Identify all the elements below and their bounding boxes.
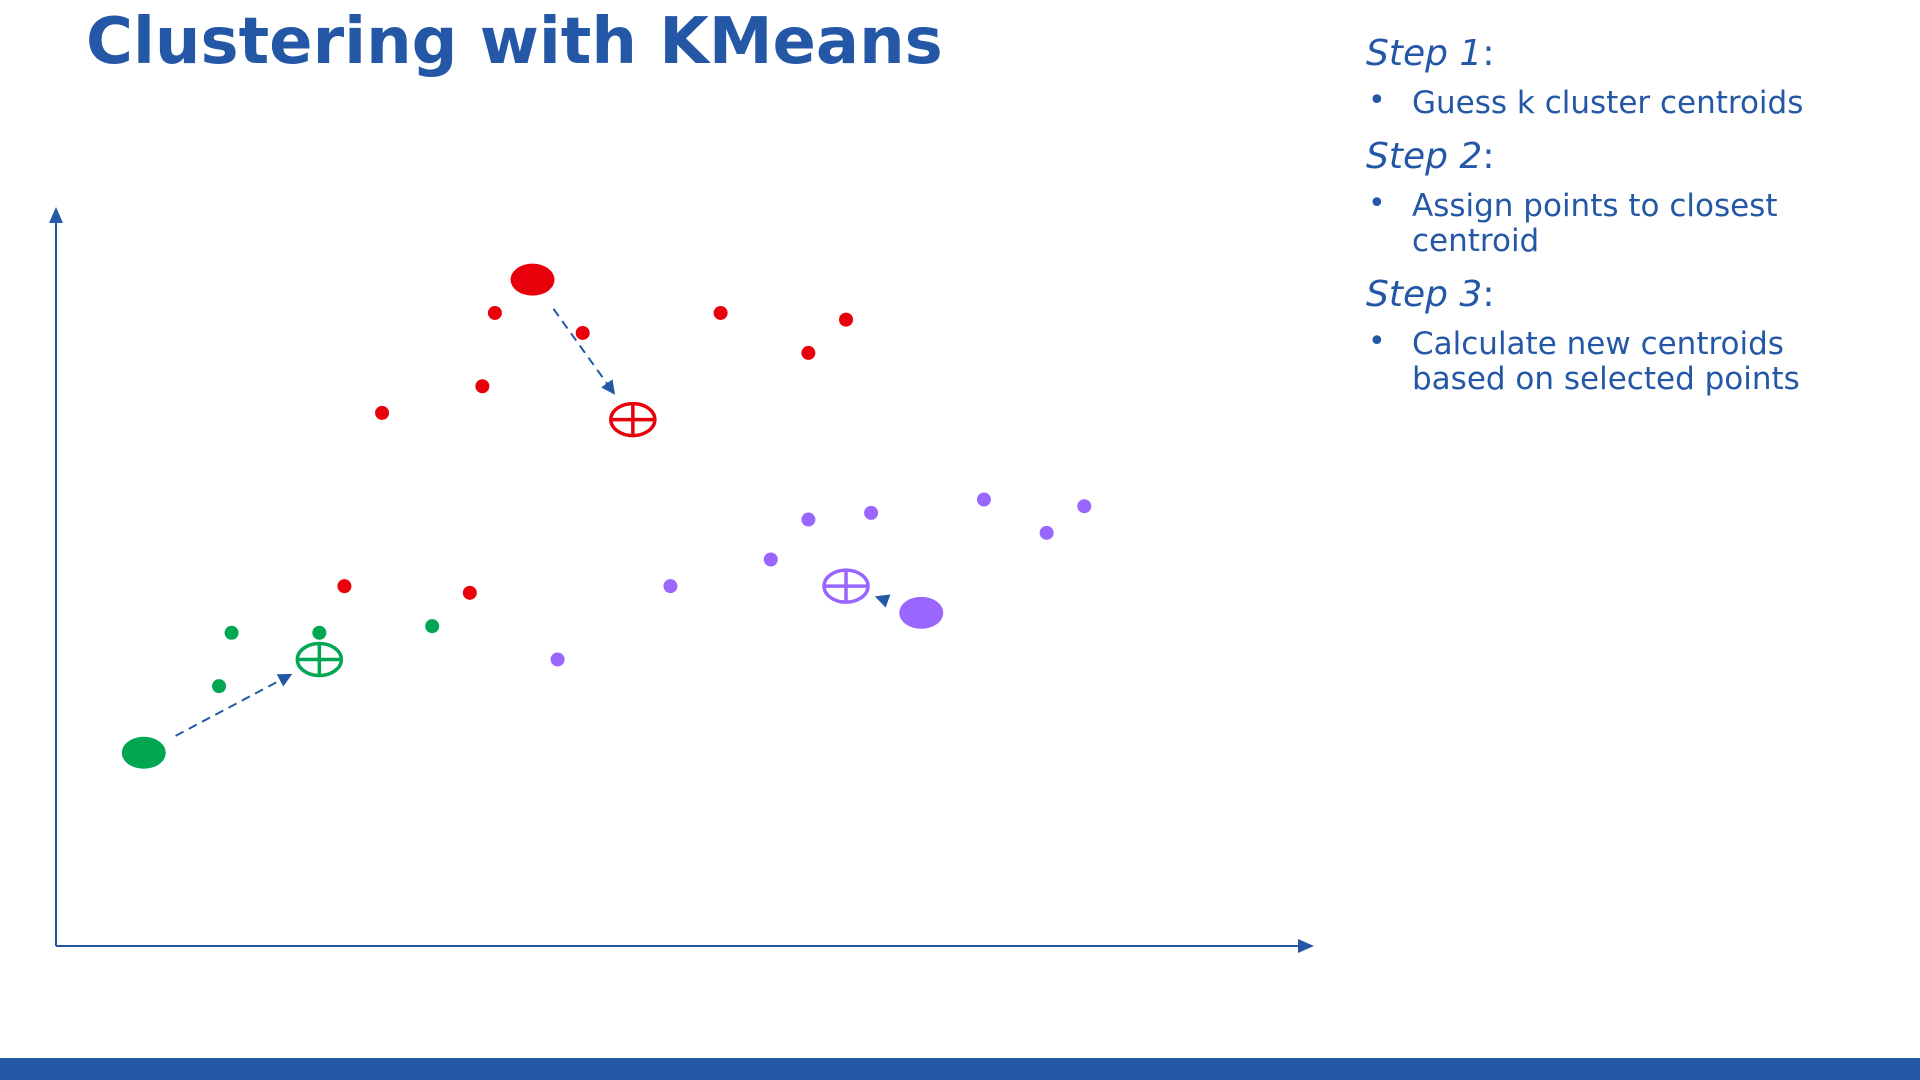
bottom-accent-bar <box>0 1058 1920 1080</box>
purple-data-point <box>801 512 816 527</box>
purple-data-point <box>1039 525 1054 540</box>
purple-data-point <box>864 505 879 520</box>
green-data-point <box>224 625 239 640</box>
step-3: Step 3: • Calculate new centroids based o… <box>1366 269 1886 397</box>
red-data-point <box>839 312 854 327</box>
step-1-text: Guess k cluster centroids <box>1412 85 1804 121</box>
purple-data-point <box>1077 499 1092 514</box>
red-data-point <box>475 379 490 394</box>
red-data-point <box>375 405 390 420</box>
centroids <box>121 263 944 769</box>
steps-panel: Step 1: • Guess k cluster centroids Step … <box>1366 28 1886 407</box>
green-data-point <box>312 625 327 640</box>
slide-title: Clustering with KMeans <box>86 5 943 79</box>
step-2-colon: : <box>1482 136 1495 177</box>
purple-new-centroid <box>822 568 870 604</box>
green-initial-centroid <box>121 736 166 769</box>
step-2-heading: Step 2: <box>1366 131 1886 183</box>
purple-centroid-move-arrow <box>874 594 891 608</box>
step-3-text: Calculate new centroids based on selecte… <box>1412 326 1800 397</box>
green-data-point <box>425 619 440 634</box>
x-axis-arrow-icon <box>1298 939 1314 953</box>
step-1-label: Step 1 <box>1366 33 1483 74</box>
red-data-point <box>713 305 728 320</box>
red-centroid-move-arrow <box>552 308 616 395</box>
step-1-heading: Step 1: <box>1366 28 1886 80</box>
bullet-icon: • <box>1368 186 1386 221</box>
purple-data-point <box>550 652 565 667</box>
red-initial-centroid <box>510 263 555 296</box>
green-centroid-move-arrow <box>175 673 293 737</box>
red-data-point <box>801 345 816 360</box>
red-data-point <box>487 305 502 320</box>
step-1-bullet-item: • Guess k cluster centroids <box>1366 86 1886 121</box>
step-3-bullet-item: • Calculate new centroids based on select… <box>1366 327 1886 397</box>
red-data-point <box>337 579 352 594</box>
purple-data-point <box>663 579 678 594</box>
red-data-point <box>462 585 477 600</box>
bullet-icon: • <box>1368 324 1386 359</box>
step-3-list: • Calculate new centroids based on select… <box>1366 327 1886 397</box>
purple-data-point <box>763 552 778 567</box>
red-new-centroid <box>609 401 657 438</box>
step-3-label: Step 3 <box>1366 274 1483 315</box>
purple-data-point <box>976 492 991 507</box>
green-new-centroid <box>295 641 344 678</box>
green-data-point <box>212 679 227 694</box>
step-2: Step 2: • Assign points to closest centro… <box>1366 131 1886 259</box>
step-2-text: Assign points to closest centroid <box>1412 188 1778 259</box>
cluster-points <box>212 305 1092 694</box>
step-3-heading: Step 3: <box>1366 269 1886 321</box>
y-axis-arrow-icon <box>49 207 63 223</box>
axes <box>49 207 1314 953</box>
step-1-colon: : <box>1482 33 1495 74</box>
bullet-icon: • <box>1368 83 1386 118</box>
red-data-point <box>575 325 590 340</box>
step-1-list: • Guess k cluster centroids <box>1366 86 1886 121</box>
step-2-bullet-item: • Assign points to closest centroid <box>1366 189 1886 259</box>
step-1: Step 1: • Guess k cluster centroids <box>1366 28 1886 121</box>
centroid-move-arrows <box>175 308 891 737</box>
purple-initial-centroid <box>899 596 944 629</box>
step-2-label: Step 2 <box>1366 136 1483 177</box>
step-3-colon: : <box>1482 274 1495 315</box>
step-2-list: • Assign points to closest centroid <box>1366 189 1886 259</box>
